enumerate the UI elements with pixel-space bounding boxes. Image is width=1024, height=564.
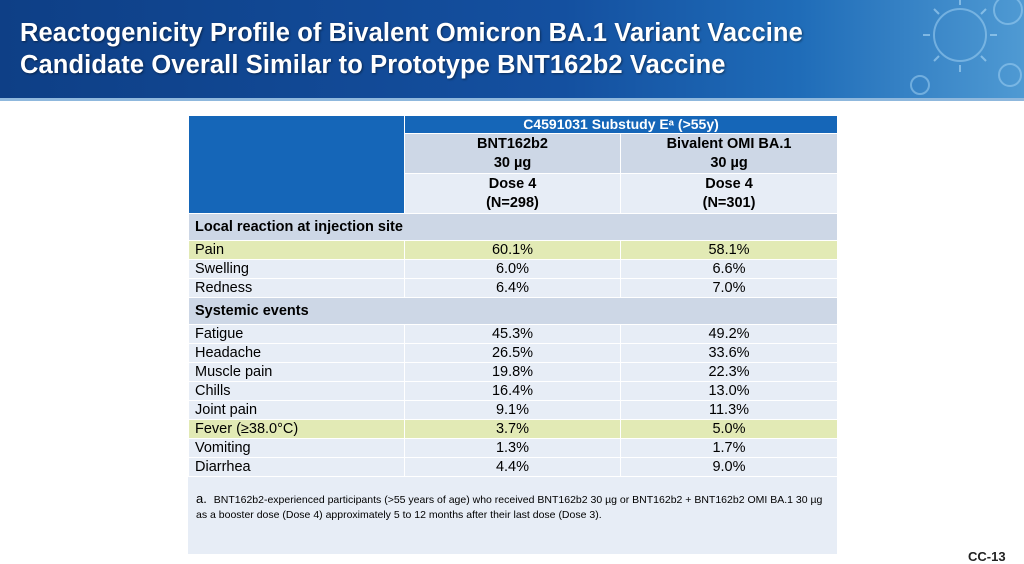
row-value-bnt162b2: 1.3% xyxy=(404,438,621,458)
table-corner-cell xyxy=(188,115,405,214)
section-header-systemic-events: Systemic events xyxy=(187,297,839,325)
row-value-bnt162b2: 4.4% xyxy=(404,457,621,477)
column-dose: Dose 4 xyxy=(705,175,753,192)
table-row: Fever (≥38.0°C) 3.7% 5.0% xyxy=(188,419,839,439)
table-row: Joint pain 9.1% 11.3% xyxy=(188,400,839,420)
row-label: Headache xyxy=(188,343,405,363)
table-row: Vomiting 1.3% 1.7% xyxy=(188,438,839,458)
row-value-bnt162b2: 16.4% xyxy=(404,381,621,401)
column-dose-amount: 30 µg xyxy=(493,154,532,171)
table-row: Fatigue 45.3% 49.2% xyxy=(188,324,839,344)
column-subheader-bnt162b2: Dose 4 (N=298) xyxy=(404,173,621,214)
table-row: Pain 60.1% 58.1% xyxy=(188,240,839,260)
row-value-bivalent: 58.1% xyxy=(619,240,839,260)
coronavirus-particle-icon xyxy=(910,0,1023,95)
table-row: Diarrhea 4.4% 9.0% xyxy=(188,457,839,477)
row-label: Fever (≥38.0°C) xyxy=(188,419,405,439)
slide-title: Reactogenicity Profile of Bivalent Omicr… xyxy=(20,17,920,81)
row-value-bivalent: 22.3% xyxy=(619,362,839,382)
table-row: Swelling 6.0% 6.6% xyxy=(188,259,839,279)
footnote-marker: a. xyxy=(196,491,207,506)
row-value-bnt162b2: 45.3% xyxy=(404,324,621,344)
row-value-bivalent: 1.7% xyxy=(619,438,839,458)
row-value-bivalent: 6.6% xyxy=(619,259,839,279)
row-label: Joint pain xyxy=(188,400,405,420)
row-value-bnt162b2: 6.4% xyxy=(404,278,621,298)
slide-title-line-1: Reactogenicity Profile of Bivalent Omicr… xyxy=(20,19,803,47)
slide-title-line-2: Candidate Overall Similar to Prototype B… xyxy=(20,51,726,79)
row-value-bivalent: 9.0% xyxy=(619,457,839,477)
row-value-bivalent: 13.0% xyxy=(619,381,839,401)
footnote: a. BNT162b2-experienced participants (>5… xyxy=(196,491,826,523)
row-value-bivalent: 11.3% xyxy=(619,400,839,420)
row-label: Redness xyxy=(188,278,405,298)
banner-divider xyxy=(0,98,1024,101)
column-header-bnt162b2: BNT162b2 30 µg xyxy=(404,133,621,174)
row-label: Muscle pain xyxy=(188,362,405,382)
row-value-bnt162b2: 19.8% xyxy=(404,362,621,382)
page-number: CC-13 xyxy=(968,549,1006,564)
row-value-bivalent: 33.6% xyxy=(619,343,839,363)
row-value-bnt162b2: 9.1% xyxy=(404,400,621,420)
table-row: Headache 26.5% 33.6% xyxy=(188,343,839,363)
table-row: Redness 6.4% 7.0% xyxy=(188,278,839,298)
row-value-bivalent: 5.0% xyxy=(619,419,839,439)
column-n: (N=301) xyxy=(702,194,756,211)
row-value-bivalent: 7.0% xyxy=(619,278,839,298)
table-row: Muscle pain 19.8% 22.3% xyxy=(188,362,839,382)
reactogenicity-table: C4591031 Substudy Eᵃ (>55y) BNT162b2 30 … xyxy=(187,115,839,477)
row-value-bnt162b2: 6.0% xyxy=(404,259,621,279)
column-n: (N=298) xyxy=(486,194,539,211)
row-label: Chills xyxy=(188,381,405,401)
title-banner: Reactogenicity Profile of Bivalent Omicr… xyxy=(0,0,1024,98)
column-dose-amount: 30 µg xyxy=(710,154,748,171)
row-value-bnt162b2: 60.1% xyxy=(404,240,621,260)
column-product: BNT162b2 xyxy=(477,135,548,152)
row-label: Diarrhea xyxy=(188,457,405,477)
section-header-local-reactions: Local reaction at injection site xyxy=(187,213,839,241)
column-product: Bivalent OMI BA.1 xyxy=(666,135,792,152)
row-value-bnt162b2: 26.5% xyxy=(404,343,621,363)
row-label: Vomiting xyxy=(188,438,405,458)
row-value-bivalent: 49.2% xyxy=(619,324,839,344)
row-label: Fatigue xyxy=(188,324,405,344)
table-row: Chills 16.4% 13.0% xyxy=(188,381,839,401)
reactogenicity-table-panel: C4591031 Substudy Eᵃ (>55y) BNT162b2 30 … xyxy=(187,115,839,554)
row-value-bnt162b2: 3.7% xyxy=(404,419,621,439)
column-header-bivalent: Bivalent OMI BA.1 30 µg xyxy=(619,133,839,174)
study-header: C4591031 Substudy Eᵃ (>55y) xyxy=(403,115,839,134)
row-label: Swelling xyxy=(188,259,405,279)
column-dose: Dose 4 xyxy=(488,175,537,192)
footnote-text: BNT162b2-experienced participants (>55 y… xyxy=(196,494,823,521)
row-label: Pain xyxy=(188,240,405,260)
column-subheader-bivalent: Dose 4 (N=301) xyxy=(619,173,839,214)
